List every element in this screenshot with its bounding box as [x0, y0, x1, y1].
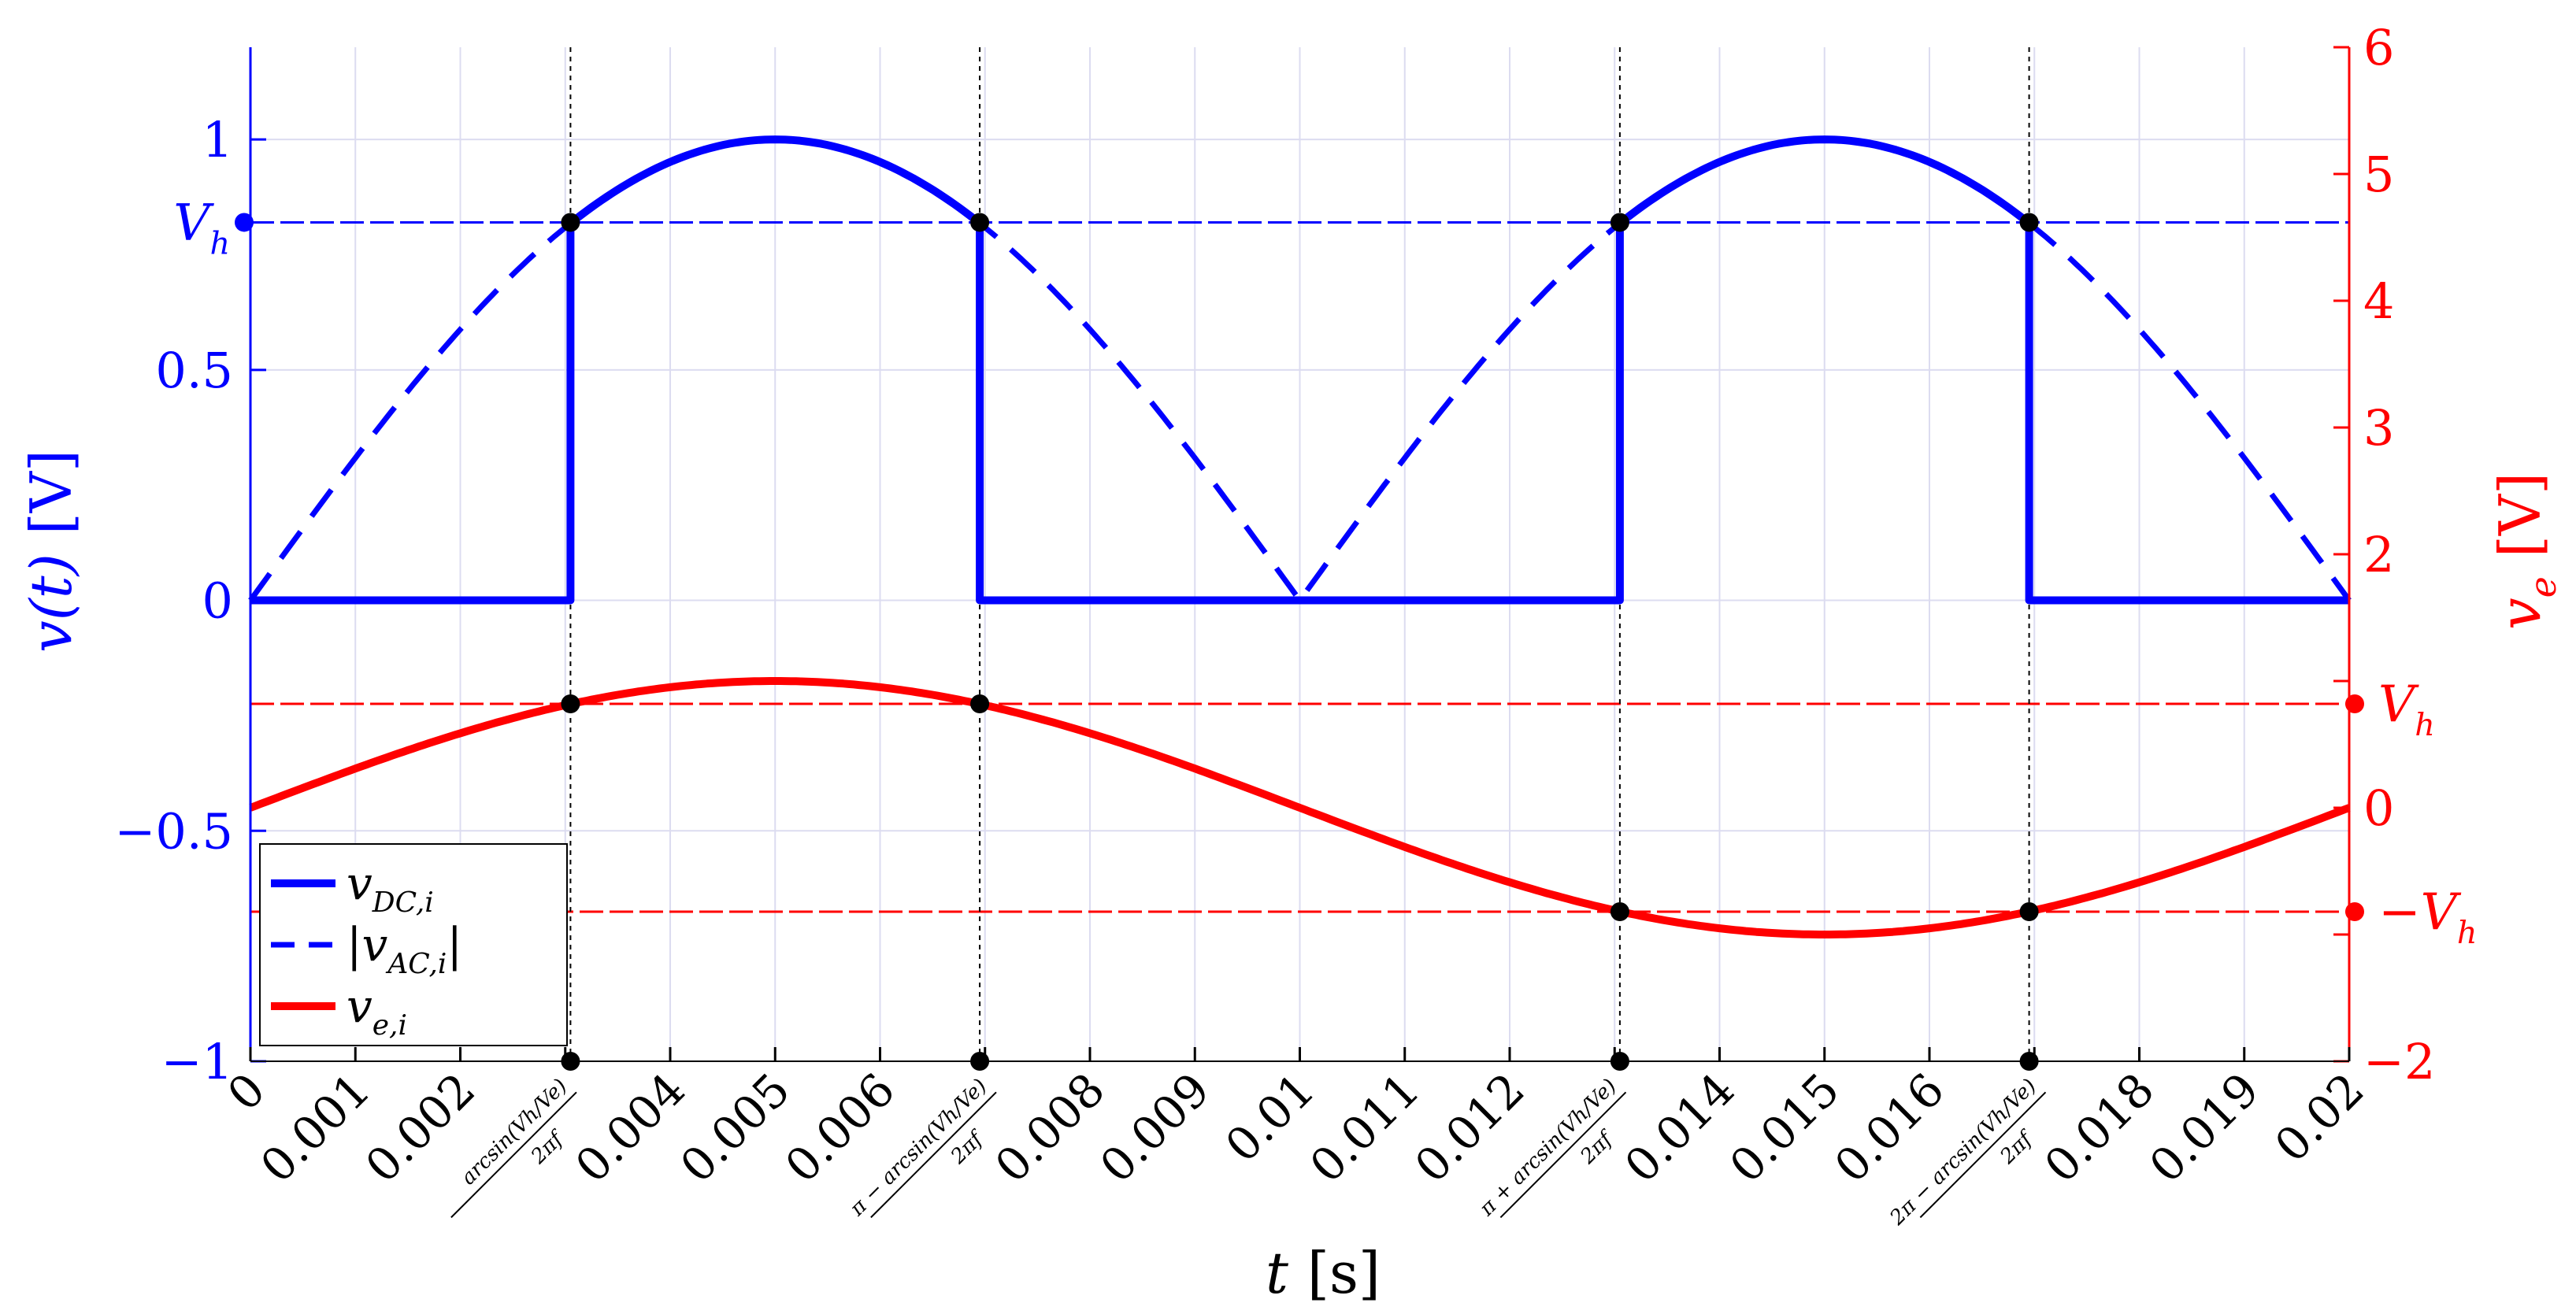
y-axis-title-right: ve[V] [2487, 472, 2564, 630]
vh-left-label: Vh [173, 194, 230, 261]
x-tick-formula-den: 2πf [1576, 1125, 1620, 1169]
vh-left-dot [235, 213, 254, 232]
x-tick-formula-den: 2πf [526, 1125, 570, 1169]
x-tick-formula-den: 2πf [946, 1125, 990, 1169]
x-tick-label: 0.004 [565, 1063, 695, 1193]
grid-layer [250, 47, 2349, 1062]
right-tick-label: 4 [2363, 272, 2394, 330]
x-tick-label: 0.011 [1299, 1063, 1429, 1193]
marker-dc-2 [1610, 213, 1629, 232]
vh-right-label-1: −Vh [2378, 883, 2477, 951]
left-tick-label: −1 [161, 1033, 233, 1090]
x-tick-label-group: 0.019 [2139, 1063, 2269, 1193]
x-tick-label: 0.015 [1719, 1063, 1849, 1193]
x-tick-label-group: 0.02 [2265, 1063, 2374, 1172]
x-tick-label: 0.014 [1614, 1063, 1744, 1193]
marker-dc-1 [970, 213, 990, 232]
right-tick-label: 3 [2363, 399, 2394, 457]
series-2 [249, 677, 2351, 938]
left-tick-label: 0 [202, 572, 233, 630]
x-tick-label-group: 0.008 [984, 1063, 1114, 1193]
right-tick-label: −2 [2363, 1033, 2435, 1090]
x-tick-label-group: 0.004 [565, 1063, 695, 1193]
right-tick-label: 2 [2363, 526, 2394, 583]
right-tick-label: 6 [2363, 19, 2394, 76]
x-tick-label-group: 0.018 [2034, 1063, 2164, 1193]
axis-layer: −1−0.500.51Vh−2023456Vh−Vh00.0010.002arc… [18, 19, 2564, 1306]
legend: vDC,i|vAC,i|ve,i [259, 843, 568, 1046]
marker-ve-2 [1610, 902, 1629, 922]
vh-right-label-0: Vh [2378, 676, 2435, 743]
marker-ve-1 [970, 694, 990, 713]
x-axis-title: t [s] [1266, 1240, 1381, 1306]
x-tick-label-group: 0.015 [1719, 1063, 1849, 1193]
x-tick-formula-den: 2πf [1996, 1125, 2040, 1169]
legend-label-2: ve,i [347, 979, 407, 1042]
y-axis-title-left: v(t)[V] [18, 450, 84, 653]
right-tick-label: 5 [2363, 146, 2394, 203]
x-tick-label: 0.005 [670, 1063, 800, 1193]
legend-label-1: |vAC,i| [347, 918, 462, 980]
x-tick-label: 0.018 [2034, 1063, 2164, 1193]
marker-ve-0 [561, 694, 580, 713]
marker-dc-3 [2019, 213, 2039, 232]
x-tick-label-group: 0.014 [1614, 1063, 1744, 1193]
x-tick-label: 0.001 [250, 1063, 380, 1193]
x-tick-label-group: 0.001 [250, 1063, 380, 1193]
x-tick-label: 0.008 [984, 1063, 1114, 1193]
reference-lines [250, 47, 2349, 1061]
left-tick-label: 0.5 [155, 342, 233, 399]
legend-label-0: vDC,i [347, 857, 434, 919]
x-tick-formula-bar [1499, 1091, 1627, 1219]
x-tick-formula-bar [450, 1091, 577, 1219]
right-tick-label: 0 [2363, 779, 2394, 837]
left-tick-label: −0.5 [114, 802, 233, 860]
x-tick-label-group: 0.011 [1299, 1063, 1429, 1193]
left-tick-label: 1 [202, 111, 233, 168]
x-tick-label-group: 0.005 [670, 1063, 800, 1193]
x-tick-formula-bar [1919, 1091, 2047, 1219]
x-tick-label: 0.009 [1090, 1063, 1220, 1193]
series-1 [248, 136, 2352, 603]
x-tick-label: 0.02 [2265, 1063, 2374, 1172]
marker-ve-3 [2019, 902, 2039, 922]
x-tick-label: 0.019 [2139, 1063, 2269, 1193]
marker-dc-0 [561, 213, 580, 232]
x-tick-label-group: 0.009 [1090, 1063, 1220, 1193]
x-tick-formula-bar [870, 1091, 997, 1219]
series-layer [248, 135, 2352, 938]
legend-box [259, 843, 568, 1046]
